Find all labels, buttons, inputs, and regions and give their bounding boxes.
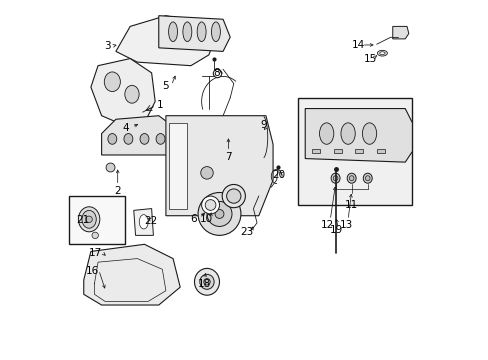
Bar — [298, 98, 411, 205]
Polygon shape — [305, 109, 411, 162]
Polygon shape — [159, 16, 230, 51]
Ellipse shape — [194, 269, 219, 295]
Ellipse shape — [92, 232, 98, 239]
Text: 3: 3 — [104, 41, 110, 51]
Ellipse shape — [104, 72, 120, 91]
Text: 7: 7 — [224, 152, 231, 162]
Ellipse shape — [168, 22, 177, 41]
Bar — [312, 149, 320, 153]
Polygon shape — [169, 123, 187, 208]
Ellipse shape — [377, 50, 386, 56]
Text: 12: 12 — [321, 220, 334, 230]
Ellipse shape — [340, 123, 354, 144]
Ellipse shape — [206, 202, 231, 226]
Polygon shape — [91, 59, 155, 126]
Ellipse shape — [197, 22, 205, 41]
Ellipse shape — [123, 134, 133, 144]
Ellipse shape — [362, 123, 376, 144]
Text: 6: 6 — [190, 214, 197, 224]
Text: 13: 13 — [339, 220, 352, 230]
Ellipse shape — [211, 22, 220, 41]
Text: 19: 19 — [329, 225, 343, 235]
Text: 18: 18 — [198, 279, 211, 289]
Text: 15: 15 — [363, 54, 376, 64]
Text: 5: 5 — [162, 81, 168, 91]
Ellipse shape — [330, 173, 339, 183]
Polygon shape — [134, 208, 153, 235]
Text: 1: 1 — [157, 100, 163, 110]
Bar — [376, 149, 384, 153]
Ellipse shape — [205, 200, 216, 210]
Ellipse shape — [365, 176, 369, 181]
Ellipse shape — [348, 176, 353, 181]
Ellipse shape — [215, 210, 224, 219]
Ellipse shape — [108, 134, 117, 144]
Ellipse shape — [222, 184, 245, 208]
Text: 17: 17 — [89, 248, 102, 258]
Bar — [333, 149, 341, 153]
Ellipse shape — [203, 279, 210, 285]
Ellipse shape — [200, 274, 214, 289]
Text: 14: 14 — [351, 40, 365, 50]
Polygon shape — [116, 16, 216, 66]
Text: 4: 4 — [122, 123, 129, 133]
Bar — [69, 196, 124, 244]
Ellipse shape — [140, 134, 149, 144]
Polygon shape — [102, 116, 173, 155]
Text: 11: 11 — [345, 200, 358, 210]
Ellipse shape — [201, 196, 219, 214]
Ellipse shape — [198, 193, 241, 235]
Ellipse shape — [86, 216, 92, 222]
Ellipse shape — [139, 215, 148, 229]
Text: 23: 23 — [240, 227, 253, 237]
Polygon shape — [392, 26, 408, 39]
Ellipse shape — [156, 134, 164, 144]
Ellipse shape — [78, 207, 100, 232]
Text: 10: 10 — [199, 214, 212, 224]
Ellipse shape — [319, 123, 333, 144]
Ellipse shape — [201, 167, 213, 179]
Ellipse shape — [363, 173, 371, 183]
Text: 9: 9 — [260, 120, 266, 130]
Ellipse shape — [226, 189, 241, 203]
Text: 8: 8 — [213, 68, 220, 78]
Polygon shape — [165, 116, 272, 216]
Ellipse shape — [106, 163, 115, 172]
Bar — [354, 149, 363, 153]
Ellipse shape — [333, 176, 337, 181]
Text: 2: 2 — [114, 186, 121, 196]
Ellipse shape — [124, 85, 139, 103]
Ellipse shape — [379, 52, 384, 55]
Polygon shape — [83, 244, 180, 305]
Ellipse shape — [346, 173, 355, 183]
Text: 22: 22 — [144, 216, 157, 226]
Text: 21: 21 — [76, 215, 89, 225]
Text: 20: 20 — [271, 170, 285, 180]
Ellipse shape — [82, 210, 96, 228]
Ellipse shape — [183, 22, 191, 41]
Text: 16: 16 — [85, 266, 99, 276]
